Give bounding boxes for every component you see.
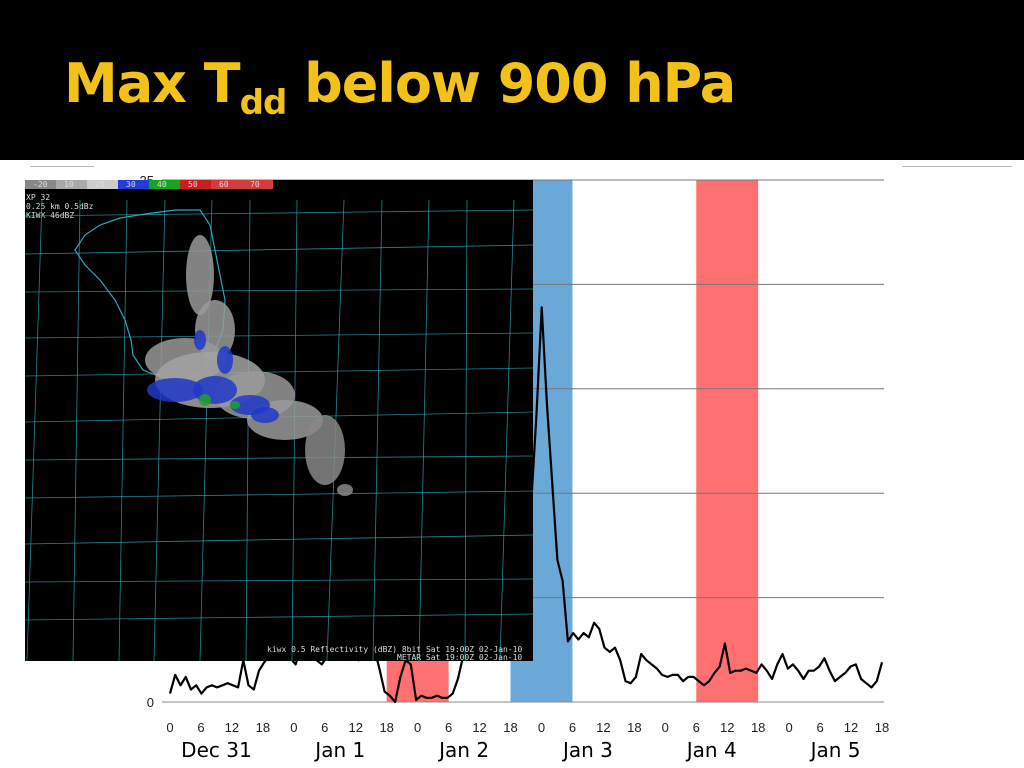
x-tick-label: 12 bbox=[225, 720, 239, 735]
title-rest: below 900 hPa bbox=[286, 52, 736, 115]
colorbar-label: 70 bbox=[250, 180, 260, 189]
x-tick-label: 6 bbox=[321, 720, 328, 735]
divider-line-right bbox=[902, 166, 1012, 167]
x-tick-label: 18 bbox=[627, 720, 641, 735]
county-line bbox=[25, 578, 533, 583]
county-line bbox=[25, 367, 533, 377]
radar-info-text: 0.25 km 0.5dBz bbox=[26, 202, 94, 211]
colorbar-swatch bbox=[211, 180, 242, 189]
x-tick-label: 18 bbox=[379, 720, 393, 735]
county-line bbox=[372, 199, 383, 661]
x-tick-label: 0 bbox=[166, 720, 173, 735]
colorbar-label: 10 bbox=[64, 180, 74, 189]
x-tick-label: 18 bbox=[875, 720, 889, 735]
reflectivity-echo bbox=[194, 330, 206, 350]
x-tick-label: 6 bbox=[197, 720, 204, 735]
county-line bbox=[25, 209, 533, 217]
x-tick-label: 0 bbox=[414, 720, 421, 735]
lake-outline bbox=[74, 209, 226, 381]
county-line bbox=[118, 199, 128, 661]
colorbar-label: -20 bbox=[33, 180, 48, 189]
radar-caption-line2: METAR Sat 19:00Z 02-Jan-10 bbox=[397, 653, 522, 661]
reflectivity-echo bbox=[251, 407, 279, 423]
county-line bbox=[245, 199, 251, 661]
colorbar-label: 50 bbox=[188, 180, 198, 189]
county-line bbox=[25, 332, 533, 339]
reflectivity-echo bbox=[230, 401, 240, 409]
x-tick-label: 12 bbox=[720, 720, 734, 735]
colorbar-swatch bbox=[242, 180, 273, 189]
county-line bbox=[25, 534, 533, 545]
x-tick-label: 0 bbox=[662, 720, 669, 735]
county-line bbox=[153, 199, 166, 661]
title-subscript: dd bbox=[239, 83, 288, 123]
county-line bbox=[25, 288, 533, 293]
colorbar-label: 20 bbox=[95, 180, 105, 189]
county-line bbox=[26, 199, 43, 661]
colorbar-label: 60 bbox=[219, 180, 229, 189]
day-label: Jan 1 bbox=[313, 738, 365, 762]
day-label: Jan 2 bbox=[437, 738, 489, 762]
day-label: Jan 5 bbox=[809, 738, 861, 762]
colorbar-swatch bbox=[118, 180, 149, 189]
colorbar-label: 30 bbox=[126, 180, 136, 189]
x-tick-label: 12 bbox=[349, 720, 363, 735]
reflectivity-echo bbox=[199, 394, 211, 406]
colorbar-swatch bbox=[149, 180, 180, 189]
colorbar-swatch bbox=[180, 180, 211, 189]
x-tick-label: 6 bbox=[693, 720, 700, 735]
x-tick-label: 0 bbox=[290, 720, 297, 735]
x-tick-label: 12 bbox=[472, 720, 486, 735]
slide-title: Max Tdd below 900 hPa bbox=[64, 52, 736, 123]
day-label: Jan 4 bbox=[685, 738, 737, 762]
x-tick-label: 12 bbox=[596, 720, 610, 735]
x-tick-label: 0 bbox=[538, 720, 545, 735]
x-tick-label: 18 bbox=[256, 720, 270, 735]
county-line bbox=[499, 199, 515, 661]
reflectivity-echo bbox=[147, 378, 203, 402]
reflectivity-echo bbox=[337, 484, 353, 496]
county-line bbox=[464, 199, 468, 661]
warm-band bbox=[696, 180, 759, 702]
county-line bbox=[72, 199, 81, 661]
y-tick-label: 0 bbox=[147, 695, 154, 710]
county-line bbox=[25, 455, 533, 461]
x-tick-label: 0 bbox=[786, 720, 793, 735]
radar-info-text: XP 32 bbox=[26, 193, 50, 202]
radar-image: -20 10 20 30 40 50 60 70 XP 32 0.25 km 0.5dBz KIWX… bbox=[25, 180, 533, 661]
radar-caption-line1: kiwx 0.5 Reflectivity (dBZ) 8bit Sat 19:… bbox=[267, 645, 522, 654]
county-line bbox=[25, 244, 533, 255]
x-tick-label: 18 bbox=[503, 720, 517, 735]
x-tick-label: 12 bbox=[844, 720, 858, 735]
day-label: Dec 31 bbox=[181, 738, 252, 762]
county-line bbox=[25, 613, 533, 621]
county-line bbox=[25, 490, 533, 499]
colorbar-label: 40 bbox=[157, 180, 167, 189]
x-tick-label: 6 bbox=[569, 720, 576, 735]
colorbar-swatch bbox=[25, 180, 56, 189]
colorbar-swatch bbox=[56, 180, 87, 189]
county-line bbox=[418, 199, 430, 661]
x-tick-label: 6 bbox=[445, 720, 452, 735]
colorbar-swatch bbox=[87, 180, 118, 189]
day-label: Jan 3 bbox=[561, 738, 613, 762]
reflectivity-echo bbox=[186, 235, 214, 315]
divider-line-left bbox=[30, 166, 94, 167]
title-main: Max T bbox=[64, 52, 241, 115]
x-tick-label: 18 bbox=[751, 720, 765, 735]
reflectivity-echo bbox=[217, 346, 233, 374]
reflectivity-echo bbox=[305, 415, 345, 485]
x-tick-label: 6 bbox=[816, 720, 823, 735]
